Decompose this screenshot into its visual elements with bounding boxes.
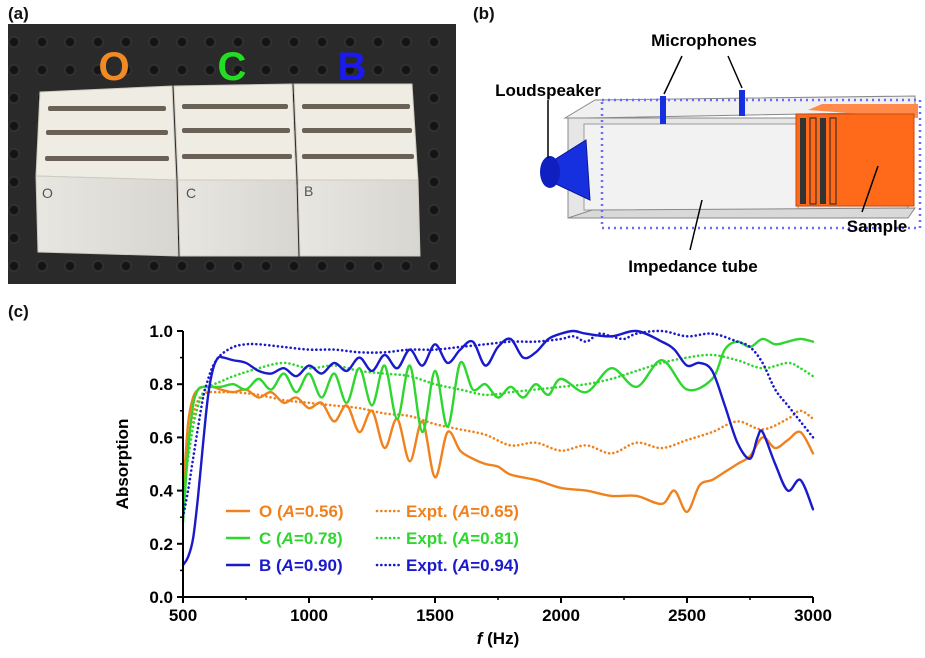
y-tick-label: 0.0 — [149, 588, 173, 607]
series-line-c — [181, 337, 815, 524]
axes-layer: 500 1000 1500 2000 2500 3000 0.0 0.2 0.4 0.6 0.8 1.… — [149, 322, 832, 625]
block-o — [35, 85, 179, 257]
y-tick-label: 0.4 — [149, 482, 173, 501]
x-tick-label: 500 — [169, 606, 197, 625]
letter-b: B — [338, 45, 367, 89]
photo-panel: O C B O C B — [8, 24, 456, 284]
x-tick-label: 1000 — [290, 606, 328, 625]
legend-expt-label: Expt. (A=0.81) — [406, 529, 519, 548]
x-tick-label: 3000 — [794, 606, 832, 625]
y-tick-label: 0.8 — [149, 375, 173, 394]
block-o-slots — [45, 106, 169, 161]
tube-outline — [600, 98, 922, 230]
microphone-2-icon — [739, 90, 745, 116]
series-line-o — [181, 385, 815, 514]
microphone-1-icon — [660, 96, 666, 124]
block-c-mark: C — [186, 185, 196, 201]
sample-block — [795, 104, 918, 207]
block-b-slots — [302, 104, 414, 159]
tube-label: Impedance tube — [628, 257, 757, 276]
x-tick-label: 2500 — [668, 606, 706, 625]
legend-expt-label: Expt. (A=0.94) — [406, 556, 519, 575]
block-c-slots — [182, 104, 292, 159]
series-layer — [181, 329, 815, 567]
letter-o: O — [98, 45, 129, 89]
sample-label: Sample — [847, 217, 907, 236]
microphones-label: Microphones — [651, 31, 757, 50]
series-line-b — [181, 329, 815, 567]
absorption-chart: 500 1000 1500 2000 2500 3000 0.0 0.2 0.4 0.6 0.8 1.… — [113, 322, 832, 648]
y-tick-label: 0.2 — [149, 535, 173, 554]
series-line-o-expt- — [181, 390, 815, 479]
y-tick-label: 0.6 — [149, 428, 173, 447]
legend-expt-label: Expt. (A=0.65) — [406, 502, 519, 521]
legend: O (A=0.56) Expt. (A=0.65) C (A=0.78) Expt. … — [226, 502, 519, 575]
x-tick-label: 2000 — [542, 606, 580, 625]
legend-sim-label: C (A=0.78) — [259, 529, 343, 548]
tube-diagram: Microphones Loudspeaker Sample Impedance… — [495, 31, 922, 276]
block-b — [293, 83, 421, 257]
panel-label-b: (b) — [473, 4, 495, 23]
block-b-mark: B — [304, 183, 313, 199]
x-tick-label: 1500 — [416, 606, 454, 625]
legend-sim-label: B (A=0.90) — [259, 556, 343, 575]
letter-c: C — [218, 45, 247, 89]
y-axis-label: Absorption — [113, 419, 132, 510]
panel-label-a: (a) — [8, 4, 29, 23]
panel-label-c: (c) — [8, 302, 29, 321]
loudspeaker-icon — [540, 139, 591, 201]
legend-sim-label: O (A=0.56) — [259, 502, 344, 521]
loudspeaker-label: Loudspeaker — [495, 81, 601, 100]
y-tick-label: 1.0 — [149, 322, 173, 341]
block-o-mark: O — [42, 185, 53, 201]
block-c — [173, 83, 299, 257]
x-axis-label: f (Hz) — [477, 629, 520, 648]
series-line-c-expt- — [181, 353, 815, 492]
series-line-b-expt- — [181, 329, 815, 519]
